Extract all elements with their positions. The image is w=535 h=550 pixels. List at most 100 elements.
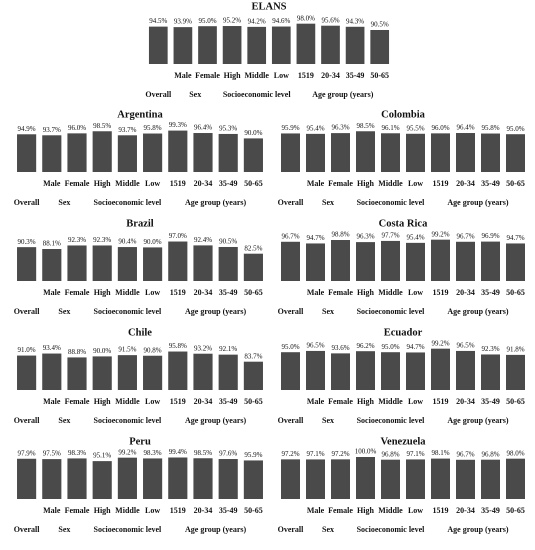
bar: [381, 352, 400, 390]
category-label: 20-34: [456, 506, 475, 515]
category-label: 35-49: [481, 506, 500, 515]
value-label: 96.7%: [456, 232, 474, 240]
value-label: 96.8%: [481, 450, 499, 458]
value-label: 95.3%: [219, 125, 237, 133]
category-label: 35-49: [481, 288, 500, 297]
value-label: 90.0%: [144, 238, 162, 246]
bar: [17, 134, 37, 172]
value-label: 88.1%: [43, 240, 61, 248]
value-label: 98.8%: [331, 231, 349, 239]
value-label: 97.7%: [381, 232, 399, 240]
value-label: 96.3%: [331, 124, 349, 132]
value-label: 91.8%: [506, 345, 524, 353]
category-label: 20-34: [194, 397, 213, 406]
category-label: High: [357, 179, 374, 188]
value-label: 94.7%: [406, 343, 424, 351]
bar: [281, 352, 300, 390]
bar: [243, 253, 263, 281]
value-label: 96.9%: [481, 232, 499, 240]
category-label: Low: [145, 288, 160, 297]
chart-title: Ecuador: [384, 327, 423, 338]
bar: [306, 133, 325, 172]
group-label: Socioeconomic level: [94, 307, 163, 316]
value-label: 97.5%: [43, 450, 61, 458]
category-label: Male: [307, 179, 325, 188]
bar: [42, 353, 62, 390]
group-label: Socioeconomic level: [357, 525, 426, 534]
group-label: Age group (years): [185, 525, 247, 534]
group-label: Sex: [322, 525, 334, 534]
category-label: Male: [174, 71, 192, 80]
bar: [168, 241, 188, 281]
value-label: 97.2%: [331, 450, 349, 458]
value-label: 91.5%: [118, 346, 136, 354]
value-label: 95.6%: [321, 16, 339, 24]
group-label: Socioeconomic level: [357, 416, 426, 425]
bar: [198, 26, 217, 64]
value-label: 93.9%: [174, 18, 192, 26]
bar: [117, 135, 137, 172]
bar: [481, 133, 500, 172]
bar: [370, 29, 390, 64]
group-label: Overall: [278, 307, 305, 316]
value-label: 98.5%: [194, 449, 212, 457]
category-label: 1519: [433, 397, 449, 406]
category-label: 20-34: [194, 288, 213, 297]
value-label: 94.2%: [248, 17, 266, 25]
category-label: 1519: [170, 179, 186, 188]
chart-title: Costa Rica: [379, 218, 428, 229]
category-label: Middle: [378, 288, 403, 297]
group-label: Sex: [322, 198, 334, 207]
value-label: 98.0%: [297, 14, 315, 22]
bar: [148, 26, 168, 64]
bar: [193, 133, 213, 172]
category-label: 50-65: [244, 179, 263, 188]
value-label: 97.0%: [169, 232, 187, 240]
bar: [67, 133, 87, 172]
bar: [296, 23, 316, 64]
group-label: Sex: [58, 525, 70, 534]
bar: [243, 138, 263, 172]
bar: [17, 355, 37, 390]
bar: [243, 361, 263, 390]
value-label: 95.9%: [281, 124, 299, 132]
value-label: 96.4%: [456, 124, 474, 132]
value-label: 94.3%: [346, 17, 364, 25]
category-label: Low: [145, 179, 160, 188]
value-label: 96.3%: [356, 233, 374, 241]
category-label: Male: [307, 397, 325, 406]
category-label: Middle: [378, 397, 403, 406]
value-label: 96.1%: [381, 124, 399, 132]
category-label: Female: [328, 397, 353, 406]
category-label: Low: [408, 288, 423, 297]
group-label: Overall: [278, 198, 305, 207]
group-label: Overall: [278, 416, 305, 425]
bar: [67, 458, 87, 499]
group-label: Age group (years): [185, 198, 247, 207]
category-label: Male: [307, 288, 325, 297]
bar: [381, 240, 400, 281]
value-label: 96.4%: [194, 124, 212, 132]
bar: [481, 241, 500, 281]
category-label: High: [224, 71, 241, 80]
value-label: 98.0%: [506, 449, 524, 457]
category-label: 50-65: [506, 179, 525, 188]
bar: [247, 26, 267, 64]
bar: [456, 350, 475, 390]
group-label: Socioeconomic level: [94, 525, 163, 534]
value-label: 96.5%: [456, 342, 474, 350]
value-label: 93.7%: [43, 126, 61, 134]
bar: [281, 241, 300, 281]
category-label: Female: [328, 179, 353, 188]
bar: [17, 247, 37, 281]
bar: [281, 133, 300, 172]
category-label: 1519: [433, 288, 449, 297]
category-label: High: [94, 397, 111, 406]
value-label: 92.3%: [68, 236, 86, 244]
bar: [406, 242, 425, 281]
value-label: 83.7%: [244, 352, 262, 360]
bar: [331, 133, 350, 172]
category-label: 20-34: [456, 397, 475, 406]
bar: [481, 459, 500, 499]
chart-title: Brazil: [126, 218, 153, 229]
